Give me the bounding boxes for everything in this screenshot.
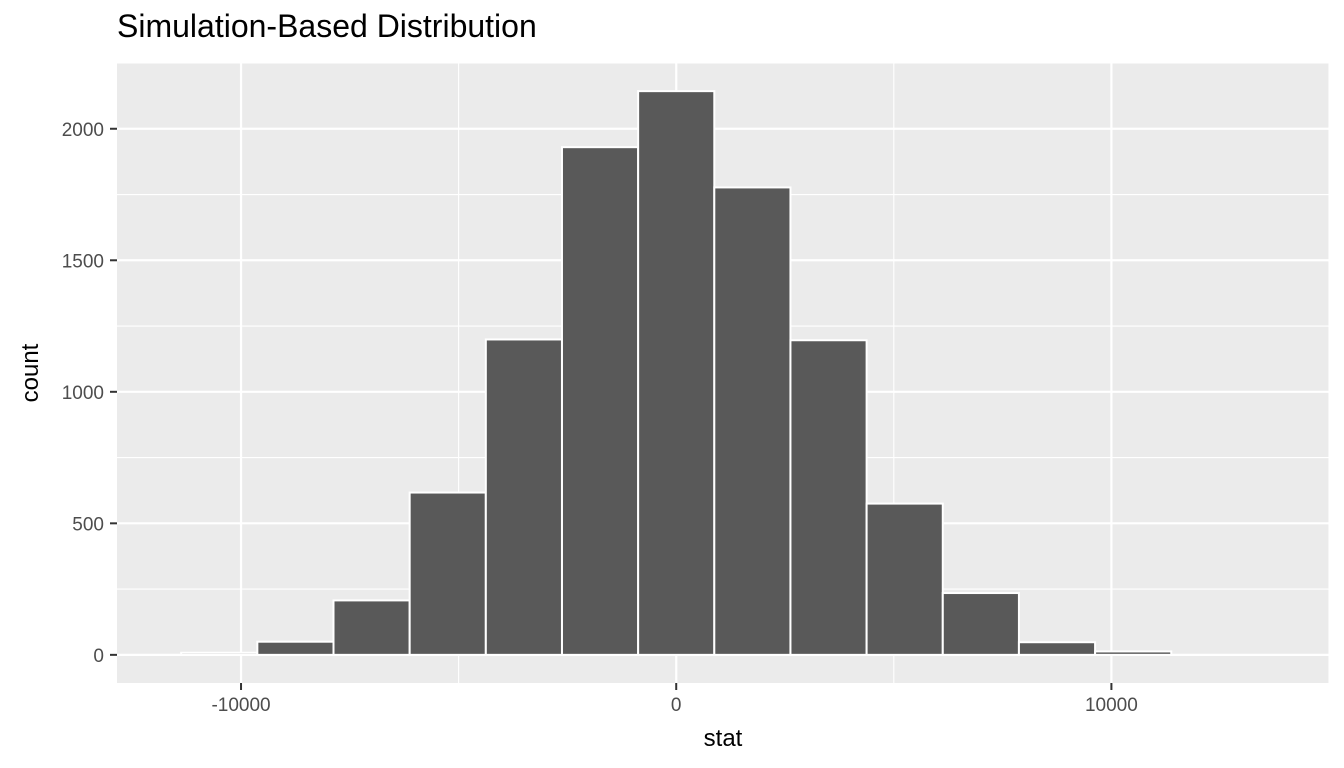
histogram-bar (484, 338, 563, 656)
histogram-bar (332, 599, 411, 656)
x-tick-label: 0 (671, 695, 682, 716)
histogram-bar (713, 186, 792, 656)
histogram-bar (1094, 650, 1173, 656)
histogram-bars (180, 90, 1173, 656)
histogram-bar (941, 592, 1020, 656)
x-axis-title: stat (704, 725, 743, 752)
x-axis: -10000 0 10000 (211, 683, 1138, 716)
histogram-bar (789, 339, 868, 656)
histogram-bar (560, 146, 640, 656)
histogram-bar (180, 651, 259, 656)
y-tick-label: 500 (72, 514, 104, 535)
histogram-bar (637, 90, 716, 656)
histogram-bar (408, 491, 487, 656)
y-axis: 0 500 1000 1500 2000 (62, 120, 117, 667)
histogram-bar (256, 640, 335, 656)
y-axis-title: count (17, 343, 44, 402)
y-tick-label: 0 (93, 646, 104, 667)
y-tick-label: 2000 (62, 120, 104, 141)
y-tick-label: 1500 (62, 251, 104, 272)
y-tick-label: 1000 (62, 383, 104, 404)
x-tick-label: 10000 (1085, 695, 1138, 716)
histogram-bar (865, 502, 944, 656)
chart-title: Simulation-Based Distribution (117, 8, 537, 44)
x-tick-label: -10000 (211, 695, 270, 716)
histogram-bar (1017, 641, 1097, 656)
